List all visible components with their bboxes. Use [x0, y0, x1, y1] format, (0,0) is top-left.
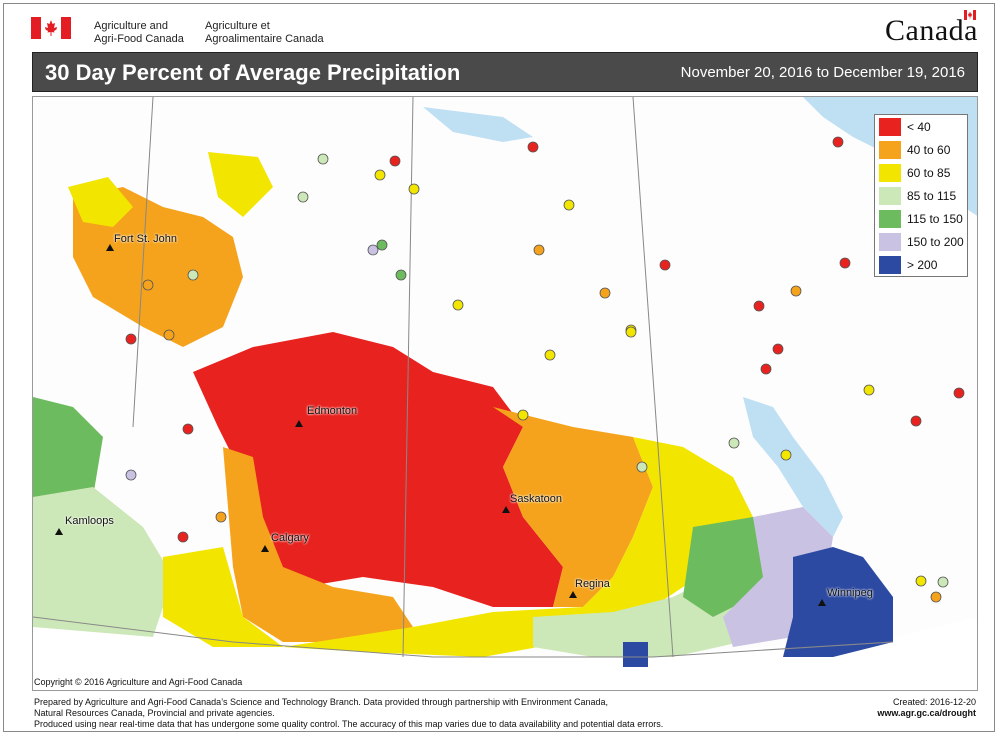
winnipeg-marker-icon — [818, 599, 826, 606]
calgary-marker-icon — [261, 545, 269, 552]
region-ab-sk-lt40 — [193, 332, 563, 607]
canada-flag-icon — [31, 17, 71, 39]
region-bc-85-115 — [33, 487, 173, 637]
map-title: 30 Day Percent of Average Precipitation — [45, 60, 461, 85]
region-south-60-85 — [283, 437, 753, 657]
city-label-saskatoon: Saskatoon — [510, 493, 562, 505]
city-label-edmonton: Edmonton — [307, 405, 358, 417]
legend-swatch-60to85 — [879, 164, 901, 182]
legend-label-lt40: < 40 — [907, 120, 931, 134]
org-name-en: Agriculture and Agri-Food Canada — [94, 20, 184, 46]
legend-item-lt40: < 40 — [879, 118, 967, 137]
copyright-notice: Copyright © 2016 Agriculture and Agri-Fo… — [34, 677, 243, 687]
region-sab-40-60 — [223, 447, 413, 642]
legend-swatch-lt40 — [879, 118, 901, 136]
edmonton-marker-icon — [295, 420, 303, 427]
org-name-fr: Agriculture et Agroalimentaire Canada — [205, 20, 324, 46]
regina-marker-icon — [569, 591, 577, 598]
city-markers — [55, 244, 826, 606]
region-mb-gt200 — [783, 547, 893, 657]
region-nbc-40-60 — [73, 187, 243, 347]
saskatoon-marker-icon — [502, 506, 510, 513]
precipitation-map: Fort St. John Edmonton Kamloops Calgary … — [32, 96, 978, 691]
legend-item-gt200: > 200 — [879, 256, 967, 275]
legend-swatch-gt200 — [879, 256, 901, 274]
legend-swatch-40to60 — [879, 141, 901, 159]
footer-line3: Produced using near real-time data that … — [34, 719, 664, 729]
legend-item-40to60: 40 to 60 — [879, 141, 967, 160]
credit-block: Created: 2016-12-20 www.agr.gc.ca/drough… — [877, 697, 976, 719]
legend-label-40to60: 40 to 60 — [907, 143, 951, 157]
legend-item-60to85: 60 to 85 — [879, 164, 967, 183]
title-bar: 30 Day Percent of Average Precipitation … — [32, 52, 978, 92]
header: Agriculture and Agri-Food Canada Agricul… — [0, 0, 1000, 50]
map-legend: < 40 40 to 60 60 to 85 85 to 115 115 to … — [874, 114, 968, 277]
city-label-kamloops: Kamloops — [65, 515, 114, 527]
legend-label-gt200: > 200 — [907, 258, 938, 272]
created-date: Created: 2016-12-20 — [892, 697, 976, 707]
legend-swatch-85to115 — [879, 187, 901, 205]
legend-item-115to150: 115 to 150 — [879, 210, 967, 229]
city-label-regina: Regina — [575, 578, 610, 590]
legend-swatch-150to200 — [879, 233, 901, 251]
org-en-line1: Agriculture and — [94, 20, 168, 32]
legend-label-60to85: 60 to 85 — [907, 166, 951, 180]
footer-line1: Prepared by Agriculture and Agri-Food Ca… — [34, 697, 609, 707]
city-label-calgary: Calgary — [271, 532, 309, 544]
region-sk-40-60 — [493, 407, 653, 607]
date-range: November 20, 2016 to December 19, 2016 — [680, 64, 965, 81]
org-en-line2: Agri-Food Canada — [94, 33, 184, 45]
footer-notes: Prepared by Agriculture and Agri-Food Ca… — [34, 697, 734, 730]
canada-wordmark: Canada — [885, 14, 978, 47]
fort-st-john-marker-icon — [106, 244, 114, 251]
legend-label-150to200: 150 to 200 — [907, 235, 964, 249]
region-north-yellow — [208, 152, 273, 217]
station-markers — [125, 136, 965, 603]
legend-label-85to115: 85 to 115 — [907, 189, 957, 203]
legend-label-115to150: 115 to 150 — [907, 212, 963, 226]
legend-item-150to200: 150 to 200 — [879, 233, 967, 252]
city-label-fort-st-john: Fort St. John — [114, 233, 177, 245]
lake-athabasca-water — [423, 107, 533, 142]
kamloops-marker-icon — [55, 528, 63, 535]
wordmark-flag-icon — [964, 10, 976, 20]
footer-line2: Natural Resources Canada, Provincial and… — [34, 708, 275, 718]
region-sw-60-85 — [163, 547, 283, 647]
org-fr-line2: Agroalimentaire Canada — [205, 33, 324, 45]
legend-swatch-115to150 — [879, 210, 901, 228]
org-fr-line1: Agriculture et — [205, 20, 270, 32]
region-sk-gt200 — [623, 642, 648, 667]
city-label-winnipeg: Winnipeg — [827, 587, 873, 599]
legend-item-85to115: 85 to 115 — [879, 187, 967, 206]
map-canvas — [33, 97, 977, 690]
lake-winnipeg-water — [743, 397, 843, 537]
source-url-link[interactable]: www.agr.gc.ca/drought — [877, 708, 976, 718]
region-nbc-60-85 — [68, 177, 133, 227]
